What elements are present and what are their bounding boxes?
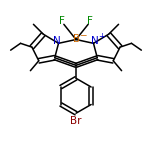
Text: N: N xyxy=(91,36,98,46)
Text: N: N xyxy=(54,36,61,46)
Text: F: F xyxy=(87,16,93,26)
Text: F: F xyxy=(59,16,65,26)
Text: B: B xyxy=(73,34,80,44)
Text: +: + xyxy=(98,31,105,41)
Text: Br: Br xyxy=(70,116,82,126)
Text: −: − xyxy=(79,30,86,40)
